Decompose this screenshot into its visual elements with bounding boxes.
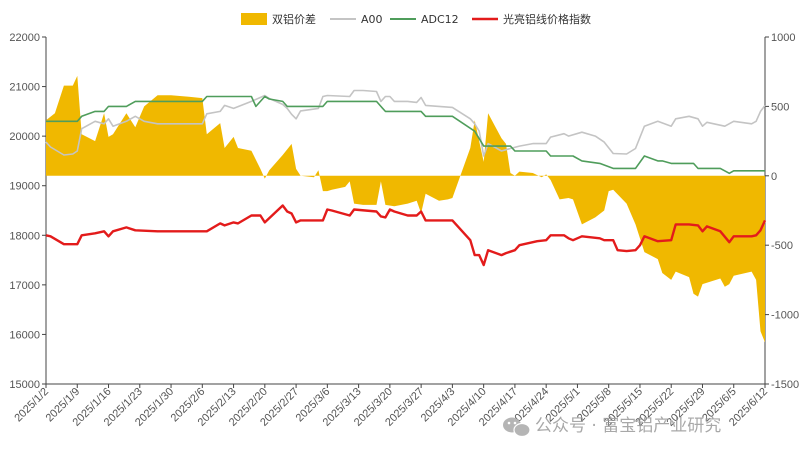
y-right-tick-label: -500 [771,240,793,252]
legend-swatch-spread [241,13,267,25]
y-left-tick-label: 22000 [9,32,40,44]
y-right-tick-label: 1000 [771,32,795,44]
y-left-tick-label: 15000 [9,379,40,391]
y-left-tick-label: 21000 [9,82,40,94]
y-left-tick-label: 17000 [9,280,40,292]
y-left-tick-label: 20000 [9,131,40,143]
y-right-tick-label: -1000 [771,310,799,322]
series-a00-line [45,89,766,157]
y-right-tick-label: 0 [771,171,777,183]
y-left-tick-label: 16000 [9,329,40,341]
y-left-tick-label: 18000 [9,230,40,242]
y-right-tick-label: 500 [771,101,789,113]
y-left-tick-label: 19000 [9,181,40,193]
plot-area [45,75,767,343]
legend-label-a00: A00 [361,13,383,26]
watermark: 公众号 · 富宝铝产业研究 [503,416,721,438]
legend-label-adc12: ADC12 [421,13,459,26]
series-adc12-line [46,95,765,175]
chart-legend: 双铝价差 A00 ADC12 光亮铝线价格指数 [241,12,591,26]
watermark-text: 公众号 · 富宝铝产业研究 [535,416,721,436]
legend-label-spread: 双铝价差 [272,12,316,26]
legend-label-index: 光亮铝线价格指数 [503,12,591,26]
series-index-line [45,204,767,267]
y-right-tick-label: -1500 [771,379,799,391]
chart-axes: 15000 16000 17000 18000 19000 20000 21000 22000… [9,32,799,391]
wechat-icon [503,417,531,438]
series-spread-area [46,75,765,343]
